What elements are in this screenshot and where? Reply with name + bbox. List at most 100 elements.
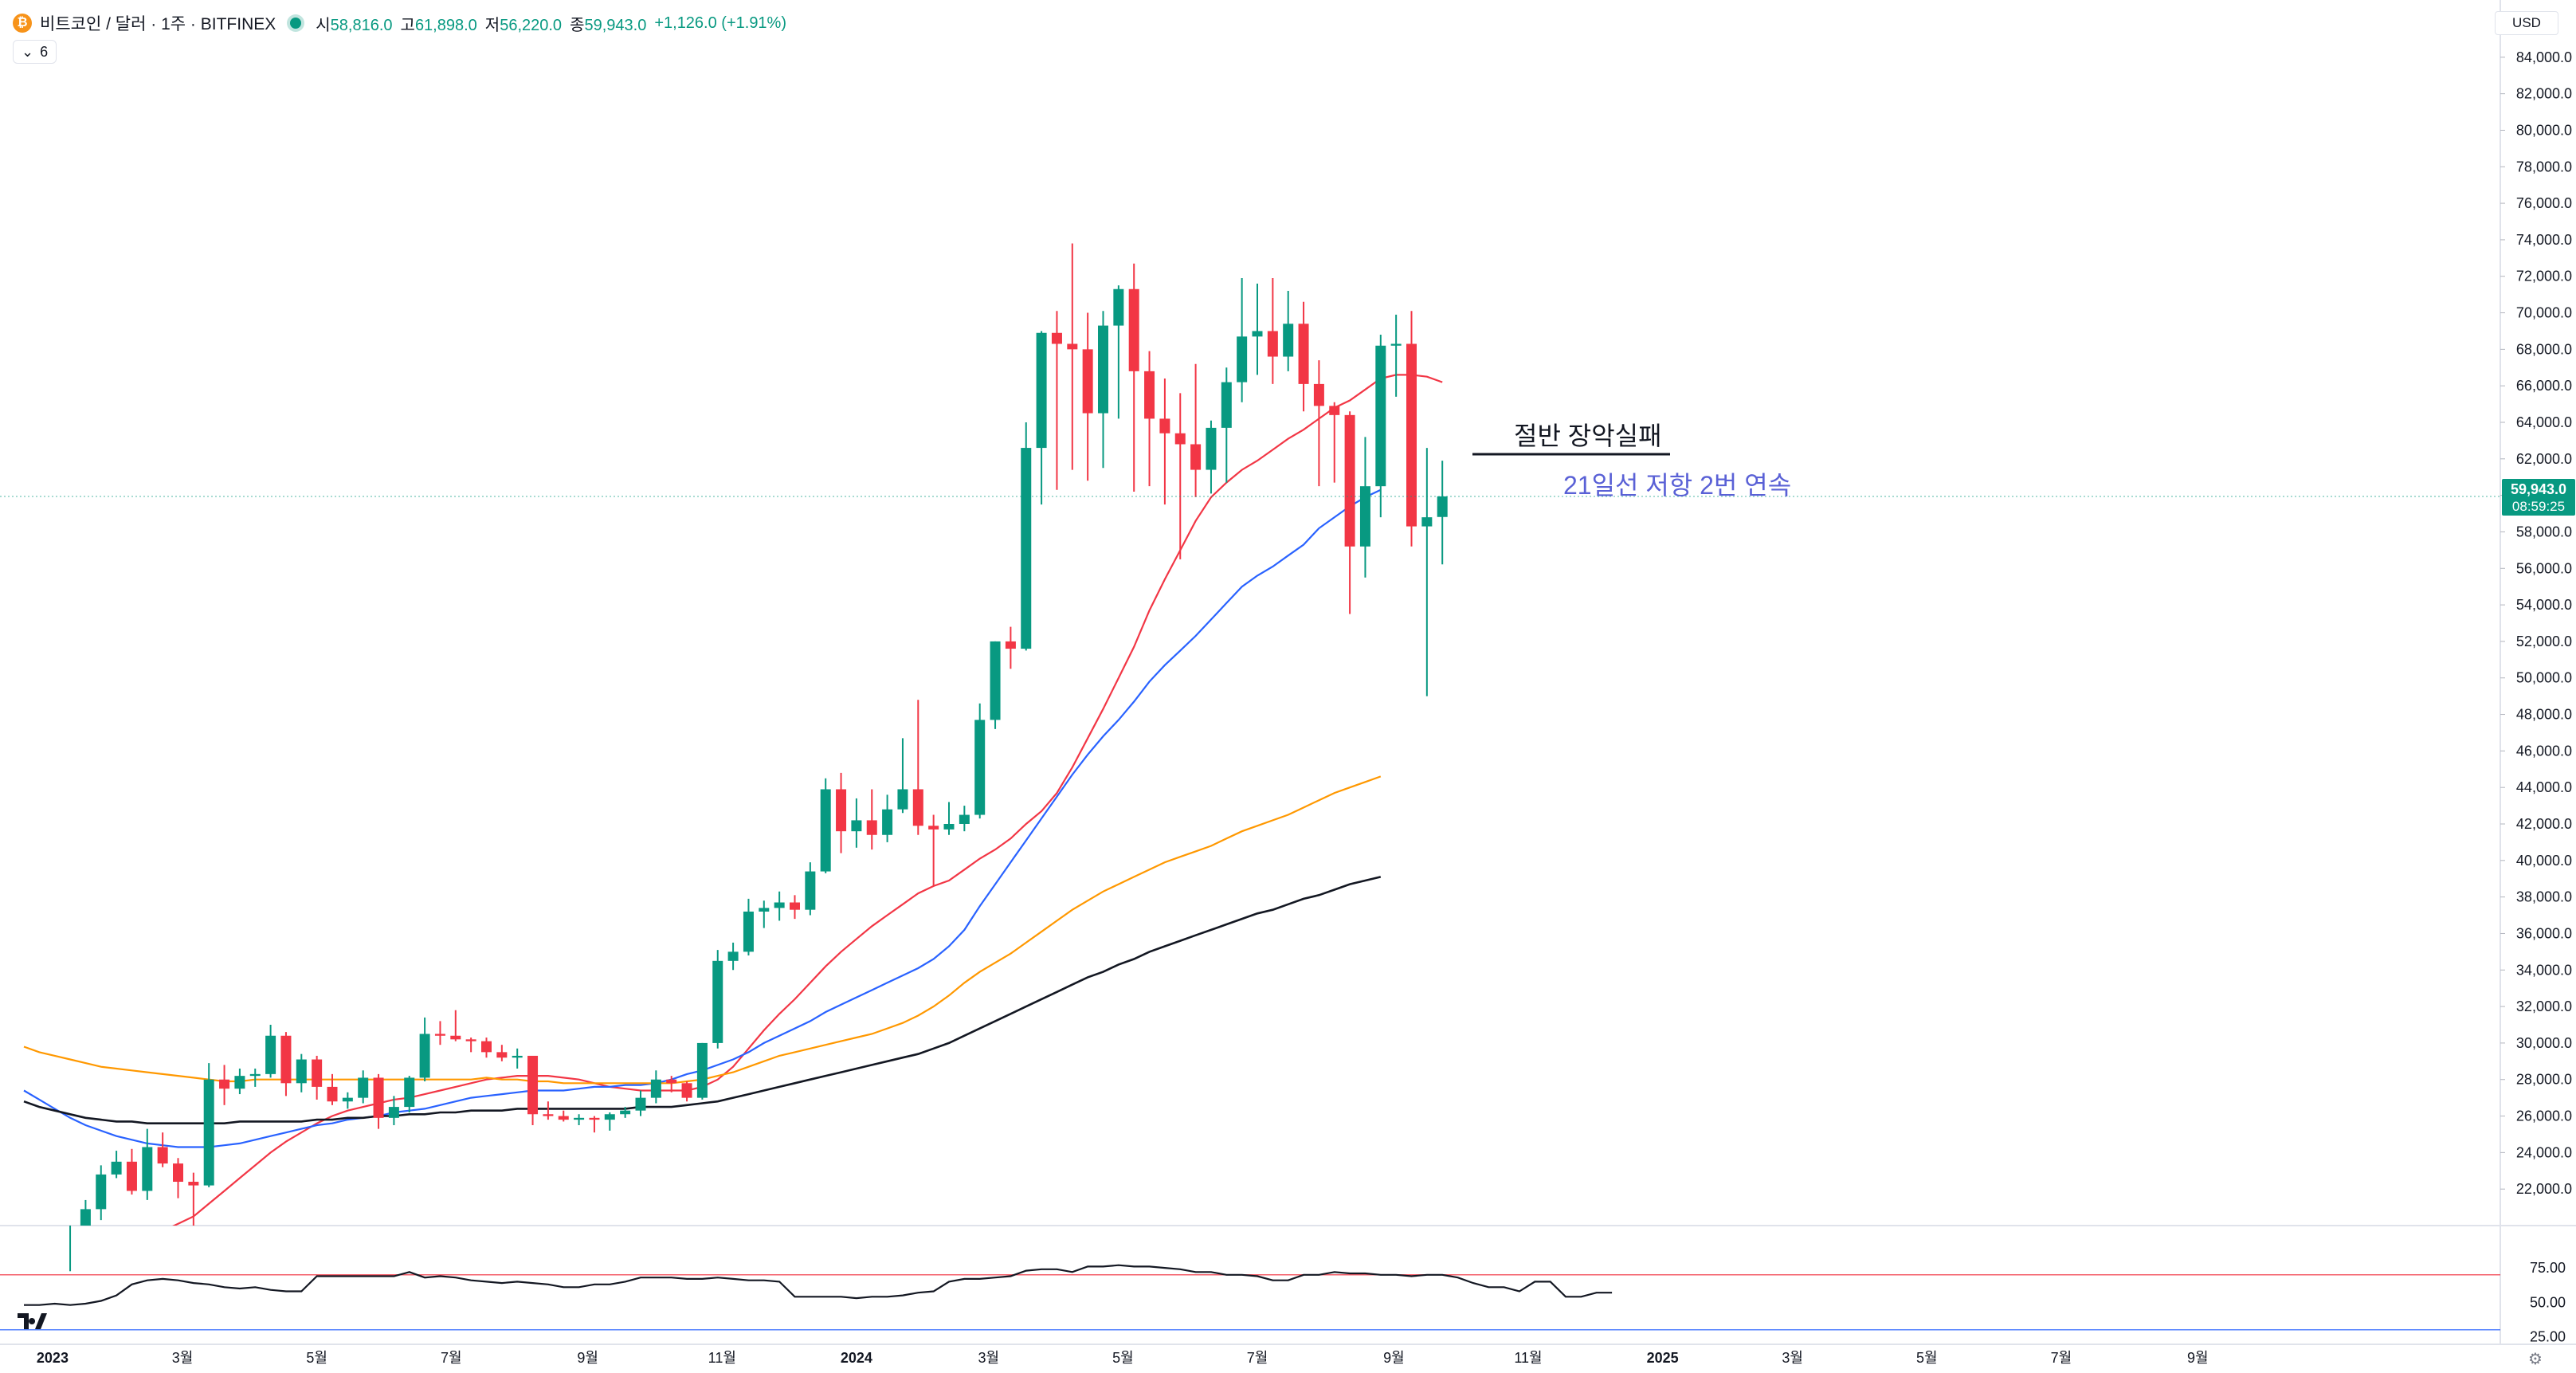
- candle[interactable]: [959, 806, 970, 832]
- candle[interactable]: [481, 1038, 492, 1058]
- candle[interactable]: [404, 1076, 415, 1112]
- candle[interactable]: [1098, 311, 1108, 469]
- candle[interactable]: [219, 1065, 230, 1105]
- candle[interactable]: [296, 1053, 307, 1093]
- symbol-legend[interactable]: ₿ 비트코인 / 달러 · 1주 · BITFINEX 시58,816.0 고6…: [13, 10, 786, 37]
- candle[interactable]: [543, 1101, 554, 1120]
- candle[interactable]: [1190, 363, 1202, 497]
- candle[interactable]: [836, 772, 847, 853]
- candle[interactable]: [574, 1114, 585, 1125]
- settings-gear-icon[interactable]: ⚙: [2528, 1351, 2543, 1368]
- candle[interactable]: [943, 802, 955, 835]
- candle[interactable]: [635, 1090, 646, 1116]
- candle[interactable]: [805, 862, 816, 916]
- candle[interactable]: [373, 1073, 384, 1129]
- candle[interactable]: [126, 1148, 137, 1195]
- candle[interactable]: [1005, 626, 1016, 669]
- candle[interactable]: [80, 1199, 91, 1226]
- candlestick-series[interactable]: [69, 243, 1448, 1272]
- candle[interactable]: [1113, 285, 1124, 419]
- candle[interactable]: [1313, 360, 1324, 487]
- candle[interactable]: [280, 1032, 292, 1096]
- candle[interactable]: [1036, 331, 1047, 505]
- candle[interactable]: [1267, 278, 1278, 384]
- candle[interactable]: [1359, 437, 1370, 578]
- candle[interactable]: [650, 1070, 661, 1104]
- candle[interactable]: [327, 1073, 338, 1105]
- candle[interactable]: [1237, 278, 1248, 402]
- candle[interactable]: [928, 814, 939, 886]
- candle[interactable]: [1406, 311, 1417, 547]
- candle[interactable]: [681, 1081, 692, 1102]
- candle[interactable]: [696, 1042, 708, 1100]
- candle[interactable]: [851, 798, 862, 848]
- candle[interactable]: [249, 1068, 261, 1087]
- candle[interactable]: [1082, 312, 1093, 481]
- candle[interactable]: [1437, 461, 1448, 565]
- candle[interactable]: [312, 1055, 323, 1100]
- candle[interactable]: [743, 898, 754, 955]
- candle[interactable]: [1283, 291, 1294, 371]
- candle[interactable]: [1329, 402, 1340, 483]
- candle[interactable]: [358, 1070, 369, 1104]
- candle[interactable]: [157, 1132, 168, 1167]
- candle[interactable]: [897, 738, 908, 814]
- candle[interactable]: [111, 1151, 122, 1179]
- candle[interactable]: [1221, 367, 1232, 483]
- candle[interactable]: [1174, 393, 1186, 559]
- candle[interactable]: [234, 1068, 245, 1095]
- candle[interactable]: [912, 700, 923, 835]
- candle[interactable]: [496, 1045, 508, 1061]
- candle[interactable]: [1128, 263, 1139, 492]
- candle[interactable]: [1067, 243, 1078, 470]
- candle[interactable]: [450, 1010, 461, 1042]
- candle[interactable]: [265, 1025, 276, 1078]
- candle[interactable]: [1252, 283, 1263, 375]
- candle[interactable]: [1144, 351, 1155, 487]
- candle[interactable]: [203, 1063, 214, 1187]
- candle[interactable]: [388, 1096, 399, 1125]
- symbol-title[interactable]: 비트코인 / 달러 · 1주 · BITFINEX: [40, 15, 276, 33]
- candle[interactable]: [1206, 420, 1217, 494]
- candle[interactable]: [173, 1158, 183, 1198]
- candle[interactable]: [820, 778, 831, 873]
- candle[interactable]: [990, 641, 1001, 729]
- candle[interactable]: [142, 1128, 153, 1200]
- candle[interactable]: [188, 1172, 199, 1226]
- candle[interactable]: [434, 1021, 445, 1045]
- candle[interactable]: [1298, 301, 1309, 412]
- candle[interactable]: [882, 794, 893, 842]
- candle[interactable]: [1344, 411, 1355, 614]
- candle[interactable]: [512, 1048, 523, 1069]
- candle[interactable]: [866, 789, 877, 850]
- candle[interactable]: [1051, 311, 1062, 490]
- candle[interactable]: [759, 900, 770, 928]
- candle[interactable]: [558, 1110, 569, 1122]
- candle[interactable]: [974, 703, 986, 819]
- candle[interactable]: [527, 1055, 539, 1125]
- candle[interactable]: [1021, 422, 1032, 651]
- candle[interactable]: [96, 1165, 107, 1221]
- candle-body: [1051, 332, 1062, 344]
- candle[interactable]: [419, 1017, 430, 1082]
- candle[interactable]: [774, 891, 785, 921]
- candle[interactable]: [1159, 379, 1170, 505]
- candle[interactable]: [342, 1092, 353, 1109]
- candle[interactable]: [604, 1112, 615, 1131]
- currency-button[interactable]: USD: [2495, 11, 2558, 35]
- candle[interactable]: [1421, 448, 1433, 696]
- annotation-halving-fail[interactable]: 절반 장악실패: [1514, 422, 1662, 450]
- candle[interactable]: [712, 950, 723, 1049]
- candle[interactable]: [589, 1116, 600, 1133]
- candle[interactable]: [1375, 335, 1386, 518]
- candle[interactable]: [1390, 314, 1402, 397]
- candle[interactable]: [666, 1076, 677, 1093]
- annotation-ma21-resist[interactable]: 21일선 저항 2번 연속: [1563, 471, 1792, 500]
- candle-body: [80, 1209, 91, 1226]
- candle[interactable]: [790, 895, 800, 920]
- indicators-toggle-button[interactable]: ⌄ 6: [13, 40, 57, 64]
- candle[interactable]: [465, 1038, 476, 1053]
- candle[interactable]: [620, 1107, 631, 1118]
- candle[interactable]: [727, 942, 739, 971]
